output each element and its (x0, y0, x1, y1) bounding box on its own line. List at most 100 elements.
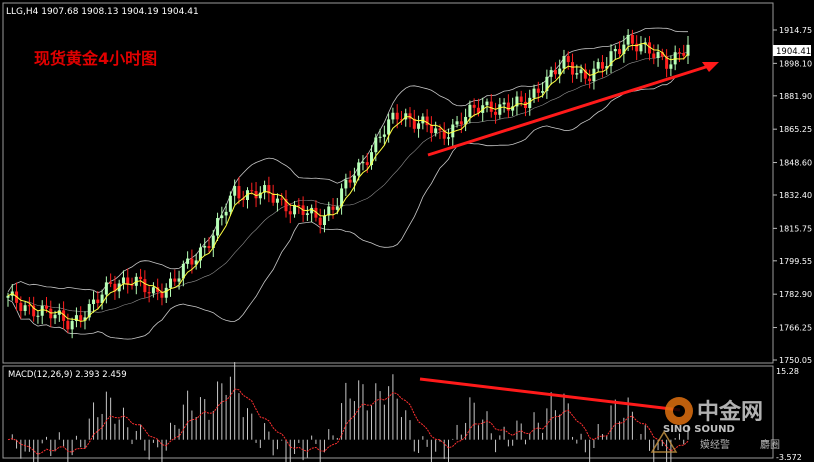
candle-body (532, 88, 536, 98)
candle-body (476, 107, 480, 113)
candle-body (665, 56, 669, 69)
trend-arrow-line (427, 63, 713, 157)
price-tick-label: 1848.60 (779, 159, 812, 168)
price-tick-label: 1832.40 (779, 191, 812, 200)
candle-body (314, 207, 318, 218)
candle-body (618, 49, 622, 54)
candle-body (19, 302, 23, 311)
candle-body (104, 282, 108, 295)
candle-body (536, 88, 540, 93)
candle-body (83, 317, 87, 321)
candle-body (562, 56, 566, 69)
candle-body (169, 278, 173, 288)
candle-body (429, 125, 433, 134)
price-tick-label: 1782.90 (779, 290, 812, 299)
logo-icon-inner (673, 405, 685, 417)
candle-body (211, 235, 215, 249)
candle-body (575, 73, 579, 75)
candle-body (613, 49, 617, 52)
price-tick-label: 1881.90 (779, 92, 812, 101)
candle-body (151, 287, 155, 294)
candle-body (62, 310, 66, 321)
candle-body (32, 305, 36, 317)
candle-body (177, 278, 181, 282)
watermark-tagline-left: 嫫经警 (700, 438, 730, 451)
candle-body (464, 116, 468, 125)
macd-signal-line (7, 388, 689, 456)
candle-body (391, 112, 395, 120)
candle-body (549, 70, 553, 77)
price-tick-label: 1750.05 (779, 356, 812, 365)
candle-body (310, 207, 314, 214)
candle-body (592, 68, 596, 82)
candle-body (630, 34, 634, 44)
candle-body (395, 112, 399, 120)
candle-body (245, 190, 249, 201)
candle-body (605, 66, 609, 69)
candle-body (181, 263, 185, 279)
candle-body (459, 121, 463, 125)
price-tick-label: 1799.55 (779, 257, 812, 266)
candle-body (173, 278, 177, 282)
candle-body (425, 116, 429, 126)
trend-arrow-head (702, 62, 719, 72)
candle-body (600, 62, 604, 69)
candle-body (267, 185, 271, 194)
candle-body (237, 186, 241, 199)
candle-body (417, 123, 421, 129)
candle-body (378, 136, 382, 138)
macd-tick-label: 15.28 (776, 367, 799, 376)
price-tick-label: 1914.75 (779, 26, 812, 35)
candle-body (686, 44, 690, 56)
candle-body (472, 104, 476, 108)
candle-body (622, 44, 626, 54)
candle-body (327, 206, 331, 216)
candle-body (87, 304, 91, 318)
candle-body (434, 128, 438, 134)
candle-body (284, 198, 288, 212)
candle-body (44, 305, 48, 309)
candle-body (412, 118, 416, 129)
candle-body (669, 64, 673, 69)
candle-body (126, 277, 130, 285)
candle-body (447, 137, 451, 139)
candle-body (455, 121, 459, 125)
candle-body (96, 299, 100, 304)
candle-body (57, 310, 61, 315)
candle-body (588, 78, 592, 82)
candle-body (113, 283, 117, 292)
candle-body (263, 185, 267, 193)
candle-body (121, 277, 125, 284)
candle-body (23, 305, 27, 311)
candle-body (382, 134, 386, 137)
candle-body (288, 211, 292, 215)
candle-body (571, 62, 575, 75)
candle-body (442, 130, 446, 139)
candle-body (305, 213, 309, 215)
candle-body (322, 215, 326, 226)
watermark-tagline-right: 麝圈 (760, 438, 780, 451)
candle-body (79, 315, 83, 321)
middle-band-line (7, 51, 689, 313)
candle-body (53, 314, 57, 319)
candle-body (361, 162, 365, 164)
candle-body (228, 195, 232, 212)
candle-body (374, 137, 378, 153)
candle-body (109, 282, 113, 284)
candle-body (198, 247, 202, 261)
candle-body (156, 287, 160, 292)
candle-body (27, 305, 31, 307)
candle-body (583, 69, 587, 79)
candle-body (70, 321, 74, 330)
chart-title: 现货黄金4小时图 (34, 49, 157, 68)
symbol-header: LLG,H4 1907.68 1908.13 1904.19 1904.41 (6, 7, 199, 17)
candle-body (365, 162, 369, 166)
candle-body (271, 193, 275, 203)
current-price-tag: 1904.41 (773, 45, 811, 57)
candle-body (220, 215, 224, 219)
macd-divergence-line (419, 377, 681, 412)
macd-panel-frame (2, 365, 774, 459)
candle-body (293, 204, 297, 215)
candle-body (387, 119, 391, 135)
candle-body (340, 188, 344, 207)
